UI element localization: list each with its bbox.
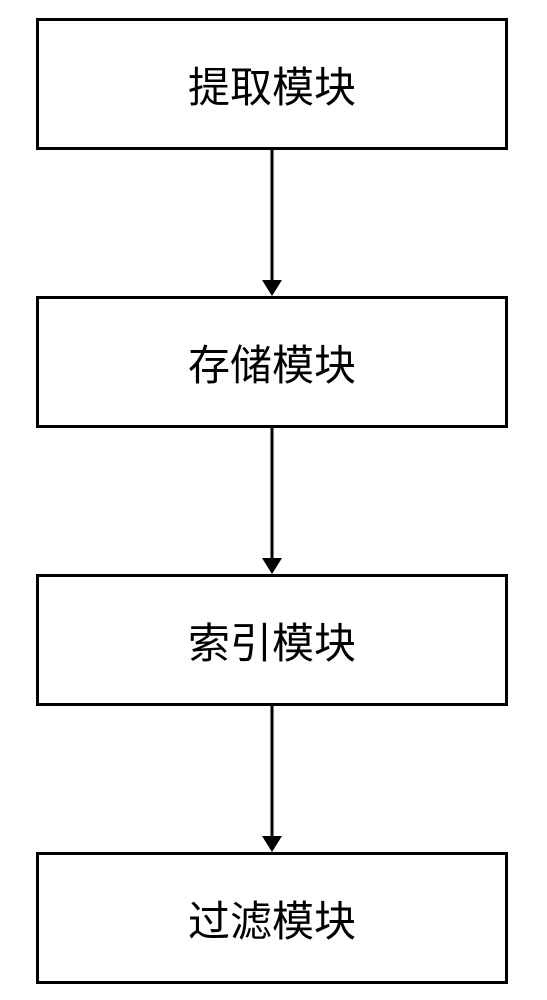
node-label: 提取模块 <box>188 54 356 115</box>
node-storage-module: 存储模块 <box>36 296 508 428</box>
edge-arrow <box>256 150 288 296</box>
node-index-module: 索引模块 <box>36 574 508 706</box>
edge-arrow <box>256 706 288 852</box>
node-extract-module: 提取模块 <box>36 18 508 150</box>
node-label: 索引模块 <box>188 610 356 671</box>
edge-arrow <box>256 428 288 574</box>
node-label: 过滤模块 <box>188 888 356 949</box>
node-label: 存储模块 <box>188 332 356 393</box>
node-filter-module: 过滤模块 <box>36 852 508 984</box>
flowchart-canvas: 提取模块 存储模块 索引模块 过滤模块 <box>0 0 547 1000</box>
